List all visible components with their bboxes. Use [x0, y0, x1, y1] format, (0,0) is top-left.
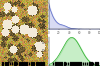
Bar [26, 62, 27, 65]
Bar [93, 62, 94, 65]
Bar [31, 62, 32, 65]
Bar [61, 62, 62, 65]
Bar [36, 62, 37, 65]
Bar [21, 62, 23, 65]
Bar [82, 62, 83, 65]
Bar [24, 62, 25, 65]
Bar [7, 62, 8, 65]
Bar [57, 62, 58, 65]
Bar [5, 62, 6, 65]
Bar [95, 62, 96, 65]
Bar [33, 62, 34, 65]
Bar [76, 62, 77, 65]
Bar [74, 62, 75, 65]
Bar [78, 62, 79, 65]
Bar [91, 62, 92, 65]
Bar [40, 62, 42, 65]
Bar [38, 62, 39, 65]
Bar [19, 62, 20, 65]
Bar [97, 62, 98, 65]
Bar [72, 62, 73, 65]
Bar [2, 62, 3, 65]
Bar [59, 62, 60, 65]
Bar [70, 62, 71, 65]
Bar [28, 62, 29, 65]
Bar [80, 62, 81, 65]
Bar [64, 62, 65, 65]
Bar [43, 62, 44, 65]
Bar [89, 62, 90, 65]
Bar [55, 62, 56, 65]
Bar [14, 62, 16, 65]
